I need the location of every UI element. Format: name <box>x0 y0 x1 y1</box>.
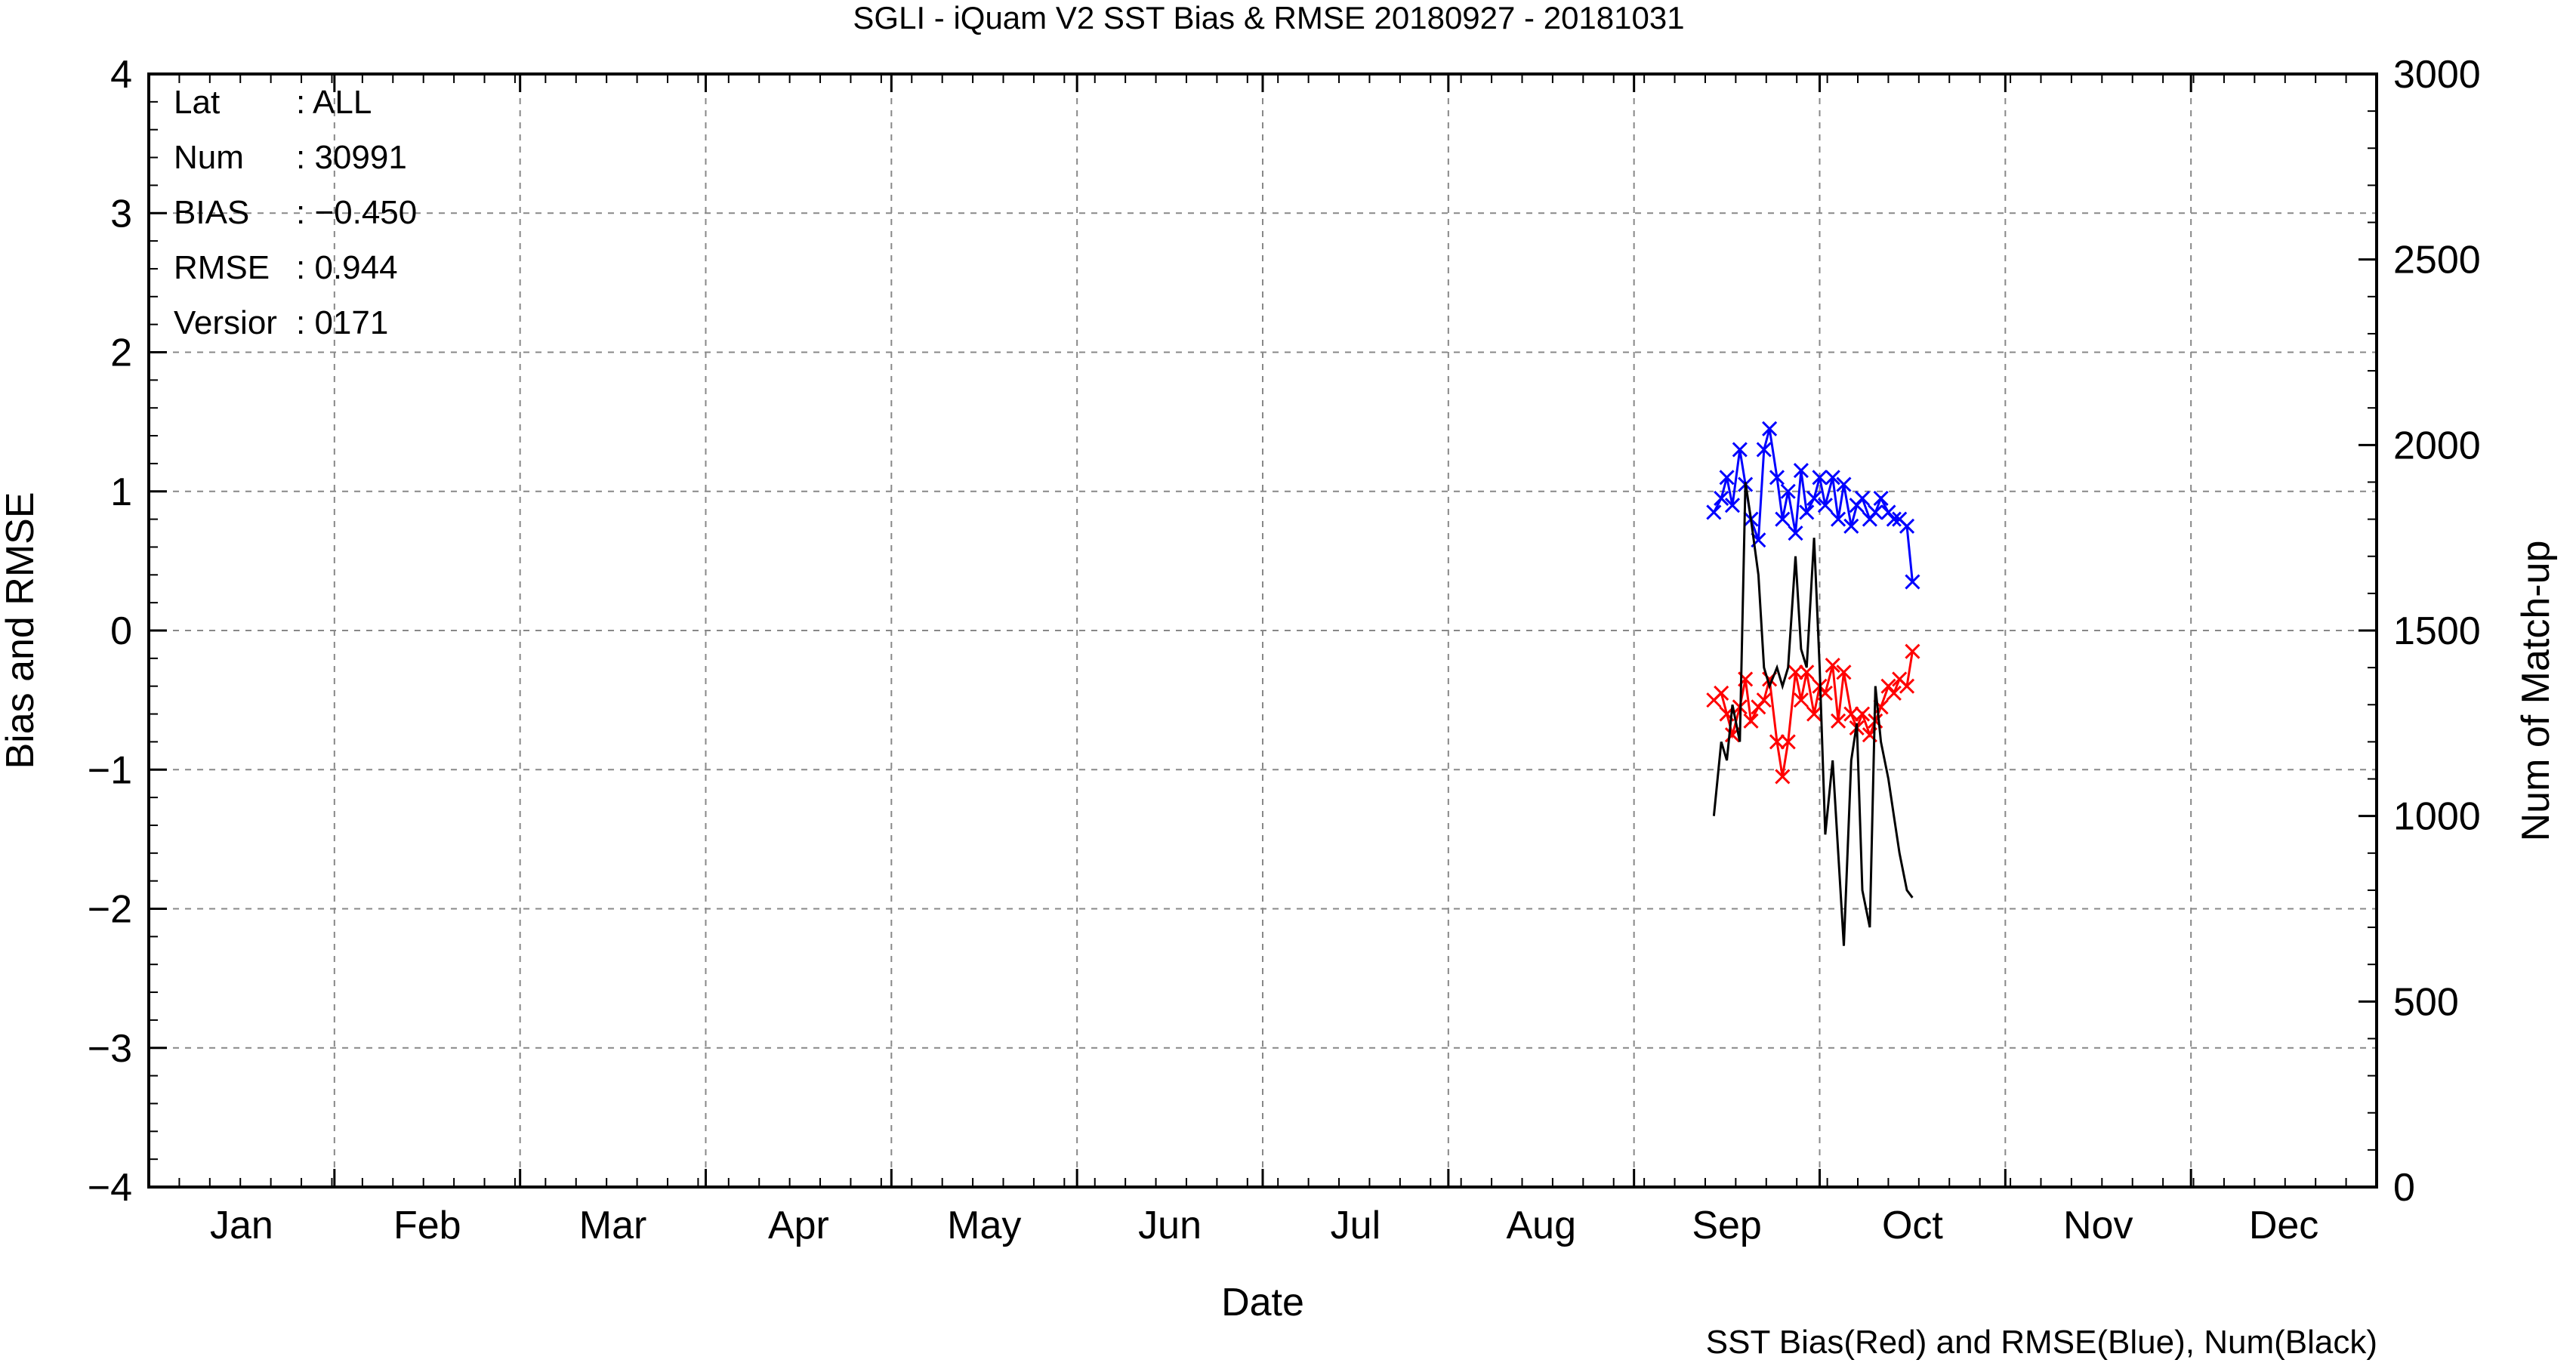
data-series <box>1706 421 1920 946</box>
y-right-tick-label: 2000 <box>2393 424 2481 467</box>
stat-value: : 0171 <box>296 304 388 341</box>
x-tick-labels: Jan Feb Mar Apr May Jun Jul Aug Sep Oct Nov Dec <box>210 1204 2318 1247</box>
sst-bias-point <box>1799 664 1815 680</box>
month-label: Mar <box>579 1204 647 1247</box>
sst-bias-point <box>1780 734 1796 750</box>
y-left-tick-label: −4 <box>88 1166 132 1210</box>
sst-rmse-point <box>1873 490 1889 507</box>
sst-bias-point <box>1831 713 1846 729</box>
y-right-tick-label: 0 <box>2393 1166 2415 1210</box>
sst-bias-point <box>1743 713 1759 729</box>
stat-value: : −0.450 <box>296 194 417 231</box>
sst-rmse-point <box>1793 463 1809 479</box>
sst-rmse-point <box>1719 470 1735 486</box>
y-left-tick-label: −1 <box>88 748 132 792</box>
sst-bias-point <box>1905 643 1920 659</box>
sst-rmse-point <box>1769 470 1785 486</box>
sst-bias-point <box>1854 706 1871 722</box>
sst-rmse-point <box>1706 504 1722 520</box>
y-left-tick-label: 2 <box>110 331 132 375</box>
sst-bias-point <box>1756 692 1772 708</box>
month-label: Dec <box>2249 1204 2318 1247</box>
stat-key: BIAS <box>174 194 249 231</box>
sst-rmse-point <box>1806 490 1822 507</box>
y-left-tick-label: 1 <box>110 470 132 514</box>
stat-value: : 0.944 <box>296 249 398 286</box>
sst-rmse-point <box>1799 504 1815 520</box>
sst-bias-point <box>1769 734 1785 750</box>
sst-bias-point <box>1899 678 1915 694</box>
sst-rmse-point <box>1868 504 1883 520</box>
sst-rmse-point <box>1817 498 1833 513</box>
month-label: Nov <box>2063 1204 2133 1247</box>
sst-rmse-point <box>1788 525 1803 541</box>
stat-key: Num <box>174 139 244 176</box>
y-axis-label-left: Bias and RMSE <box>0 492 42 769</box>
grid-lines <box>149 74 2377 1187</box>
sst-bias-point <box>1775 769 1791 785</box>
sst-bias-point <box>1843 706 1859 722</box>
num-line <box>1712 482 1914 946</box>
stat-key: RMSE <box>174 249 270 286</box>
stats-box: Lat : ALL Num : 30991 BIAS : −0.450 RMSE : 0.94… <box>174 84 417 341</box>
month-label: Jul <box>1331 1204 1381 1247</box>
sst-rmse-point <box>1854 490 1871 507</box>
y-left-tick-label: 4 <box>110 53 132 97</box>
sst-rmse-point <box>1732 442 1748 458</box>
y-right-tick-label: 1000 <box>2393 795 2481 839</box>
month-label: Aug <box>1506 1204 1576 1247</box>
sst-bias-point <box>1806 706 1822 722</box>
y-left-tick-label: −2 <box>88 888 132 932</box>
sst-bias-point <box>1825 658 1840 674</box>
sst-bias-point <box>1886 685 1902 701</box>
sst-rmse-point <box>1905 574 1920 590</box>
sst-rmse-point <box>1724 498 1741 513</box>
chart-title: SGLI - iQuam V2 SST Bias & RMSE 20180927… <box>853 0 1684 35</box>
month-label: May <box>947 1204 1021 1247</box>
x-axis-label: Date <box>1221 1281 1304 1324</box>
sst-bias-point <box>1788 664 1803 680</box>
stat-key: Versior <box>174 304 277 341</box>
month-label: Feb <box>393 1204 461 1247</box>
sst-rmse-point <box>1775 511 1791 527</box>
sst-rmse-point <box>1843 518 1859 534</box>
right-y-tick-labels: 3000 2500 2000 1500 1000 500 0 <box>2393 53 2481 1210</box>
stat-key: Lat <box>174 84 220 121</box>
sst-rmse-point <box>1825 470 1840 486</box>
y-left-tick-label: 0 <box>110 609 132 653</box>
month-label: Apr <box>768 1204 829 1247</box>
sst-rmse-point <box>1886 511 1902 527</box>
y-axis-label-right: Num of Match-up <box>2514 541 2558 842</box>
stat-value: : ALL <box>296 84 372 121</box>
sst-bias-point <box>1714 685 1729 701</box>
sst-rmse-point <box>1756 442 1772 458</box>
stat-value: : 30991 <box>296 139 407 176</box>
y-left-tick-label: 3 <box>110 192 132 236</box>
month-label: Jan <box>210 1204 273 1247</box>
month-label: Jun <box>1138 1204 1202 1247</box>
series-footer-note: SST Bias(Red) and RMSE(Blue), Num(Black) <box>1706 1324 2377 1361</box>
sst-rmse-point <box>1762 421 1778 436</box>
y-right-tick-label: 2500 <box>2393 239 2481 282</box>
sst-rmse-point <box>1831 511 1846 527</box>
left-y-tick-labels: 4 3 2 1 0 −1 −2 −3 −4 <box>88 53 132 1210</box>
sst-rmse-point <box>1780 483 1796 499</box>
sst-rmse-point <box>1899 518 1915 534</box>
sst-bias-point <box>1836 664 1852 680</box>
sst-rmse-point <box>1812 470 1828 486</box>
y-right-tick-label: 3000 <box>2393 53 2481 97</box>
y-right-tick-label: 1500 <box>2393 609 2481 653</box>
sst-bias-point <box>1793 692 1809 708</box>
plot-frame <box>147 72 2378 1189</box>
sst-rmse-point <box>1714 490 1729 507</box>
y-right-tick-label: 500 <box>2393 980 2459 1024</box>
month-label: Sep <box>1692 1204 1762 1247</box>
y-left-tick-label: −3 <box>88 1027 132 1071</box>
month-label: Oct <box>1882 1204 1943 1247</box>
sst-rmse-point <box>1836 476 1852 492</box>
